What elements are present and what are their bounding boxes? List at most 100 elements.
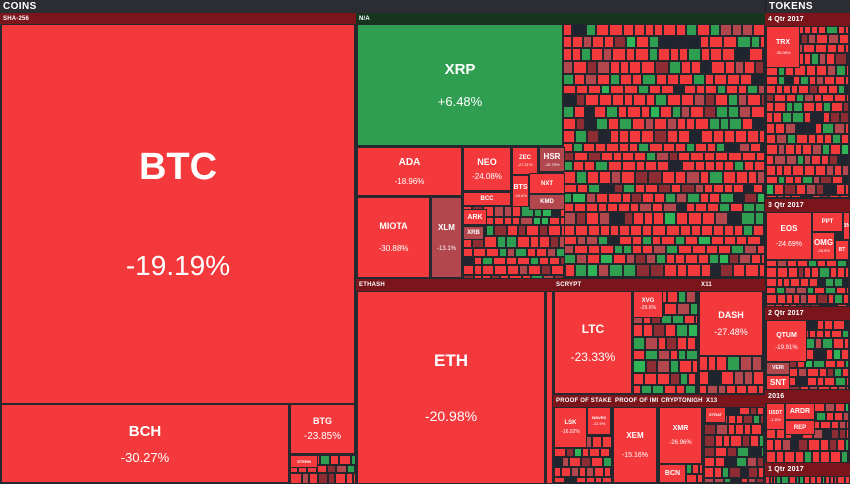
mosaic-coin-tile[interactable] [611, 467, 613, 477]
mosaic-coin-tile[interactable] [723, 435, 730, 447]
mosaic-coin-tile[interactable] [704, 478, 714, 483]
mosaic-coin-tile[interactable] [624, 212, 633, 225]
mosaic-coin-tile[interactable] [836, 184, 845, 195]
mosaic-coin-tile[interactable] [588, 245, 600, 254]
mosaic-coin-tile[interactable] [335, 473, 346, 484]
mosaic-coin-tile[interactable] [766, 155, 774, 165]
mosaic-coin-tile[interactable] [711, 61, 725, 74]
mosaic-coin-tile[interactable] [608, 193, 622, 203]
mosaic-coin-tile[interactable] [573, 143, 583, 152]
mosaic-coin-tile[interactable] [686, 203, 695, 212]
mosaic-coin-tile[interactable] [761, 236, 765, 245]
mosaic-coin-tile[interactable] [676, 193, 687, 203]
mosaic-coin-tile[interactable] [670, 360, 679, 373]
mosaic-coin-tile[interactable] [506, 236, 517, 248]
mosaic-coin-tile[interactable] [686, 291, 696, 303]
mosaic-coin-tile[interactable] [581, 48, 591, 61]
mosaic-coin-tile[interactable] [747, 236, 761, 245]
mosaic-coin-tile[interactable] [486, 248, 499, 257]
mosaic-coin-tile[interactable] [652, 385, 664, 394]
mosaic-coin-tile[interactable] [622, 193, 631, 203]
mosaic-coin-tile[interactable] [661, 85, 674, 94]
mosaic-coin-tile[interactable] [517, 236, 530, 248]
mosaic-coin-tile[interactable] [783, 278, 790, 287]
mosaic-coin-tile[interactable] [290, 473, 302, 484]
mosaic-coin-tile[interactable] [635, 48, 649, 61]
mosaic-coin-tile[interactable] [576, 118, 585, 130]
mosaic-coin-tile[interactable] [802, 144, 812, 155]
mosaic-coin-tile[interactable] [804, 165, 815, 176]
mosaic-coin-tile[interactable] [610, 130, 619, 143]
mosaic-coin-tile[interactable] [586, 24, 596, 36]
mosaic-coin-tile[interactable] [667, 74, 679, 85]
mosaic-coin-tile[interactable] [760, 415, 764, 424]
mosaic-coin-tile[interactable] [719, 203, 730, 212]
mosaic-coin-tile[interactable] [645, 24, 654, 36]
mosaic-coin-tile[interactable] [827, 65, 836, 76]
mosaic-coin-tile[interactable] [818, 278, 825, 287]
mosaic-coin-tile[interactable] [747, 85, 758, 94]
mosaic-coin-tile[interactable] [612, 94, 624, 106]
mosaic-coin-tile[interactable] [816, 76, 824, 85]
mosaic-coin-tile[interactable] [652, 236, 661, 245]
mosaic-coin-tile[interactable] [727, 74, 740, 85]
mosaic-coin-tile[interactable] [734, 193, 744, 203]
mosaic-coin-tile[interactable] [575, 130, 587, 143]
mosaic-coin-tile[interactable] [755, 61, 764, 74]
mosaic-coin-tile[interactable] [594, 467, 604, 477]
tile-xvg[interactable]: XVG -29.6% [633, 291, 663, 318]
mosaic-coin-tile[interactable] [710, 48, 722, 61]
mosaic-coin-tile[interactable] [563, 184, 577, 193]
mosaic-coin-tile[interactable] [724, 478, 731, 483]
mosaic-coin-tile[interactable] [504, 206, 512, 217]
mosaic-coin-tile[interactable] [678, 245, 692, 254]
mosaic-coin-tile[interactable] [688, 324, 698, 337]
mosaic-coin-tile[interactable] [766, 278, 777, 287]
mosaic-coin-tile[interactable] [676, 385, 685, 394]
mosaic-coin-tile[interactable] [820, 176, 832, 184]
tile-strat[interactable]: STRAT [705, 407, 726, 423]
mosaic-coin-tile[interactable] [777, 260, 787, 267]
mosaic-coin-tile[interactable] [673, 36, 686, 48]
mosaic-coin-tile[interactable] [816, 134, 824, 144]
mosaic-coin-tile[interactable] [828, 34, 839, 44]
mosaic-coin-tile[interactable] [704, 184, 713, 193]
mosaic-coin-tile[interactable] [794, 65, 806, 76]
mosaic-coin-tile[interactable] [758, 385, 764, 394]
mosaic-coin-tile[interactable] [753, 118, 764, 130]
mosaic-coin-tile[interactable] [573, 161, 584, 171]
mosaic-coin-tile[interactable] [803, 44, 815, 53]
mosaic-coin-tile[interactable] [606, 143, 619, 152]
mosaic-coin-tile[interactable] [346, 473, 353, 484]
mosaic-coin-tile[interactable] [583, 36, 592, 48]
mosaic-coin-tile[interactable] [753, 415, 760, 424]
mosaic-coin-tile[interactable] [728, 152, 742, 161]
mosaic-coin-tile[interactable] [482, 257, 493, 265]
mosaic-coin-tile[interactable] [724, 184, 733, 193]
mosaic-coin-tile[interactable] [710, 24, 720, 36]
mosaic-coin-tile[interactable] [571, 467, 579, 477]
mosaic-coin-tile[interactable] [646, 152, 656, 161]
mosaic-coin-tile[interactable] [800, 278, 809, 287]
mosaic-coin-tile[interactable] [560, 257, 565, 265]
mosaic-coin-tile[interactable] [585, 106, 594, 118]
mosaic-coin-tile[interactable] [695, 184, 704, 193]
mosaic-coin-tile[interactable] [790, 278, 800, 287]
mosaic-coin-tile[interactable] [841, 451, 848, 463]
mosaic-coin-tile[interactable] [642, 236, 652, 245]
mosaic-coin-tile[interactable] [512, 206, 521, 217]
mosaic-coin-tile[interactable] [642, 193, 654, 203]
mosaic-coin-tile[interactable] [699, 385, 707, 394]
mosaic-coin-tile[interactable] [711, 236, 724, 245]
mosaic-coin-tile[interactable] [649, 85, 661, 94]
mosaic-coin-tile[interactable] [653, 277, 663, 279]
mosaic-coin-tile[interactable] [507, 225, 518, 236]
mosaic-coin-tile[interactable] [837, 267, 845, 278]
mosaic-coin-tile[interactable] [663, 203, 677, 212]
mosaic-coin-tile[interactable] [579, 467, 586, 477]
mosaic-coin-tile[interactable] [828, 294, 834, 304]
mosaic-coin-tile[interactable] [845, 360, 849, 368]
mosaic-coin-tile[interactable] [757, 193, 765, 203]
mosaic-coin-tile[interactable] [766, 123, 775, 134]
mosaic-coin-tile[interactable] [766, 451, 776, 463]
